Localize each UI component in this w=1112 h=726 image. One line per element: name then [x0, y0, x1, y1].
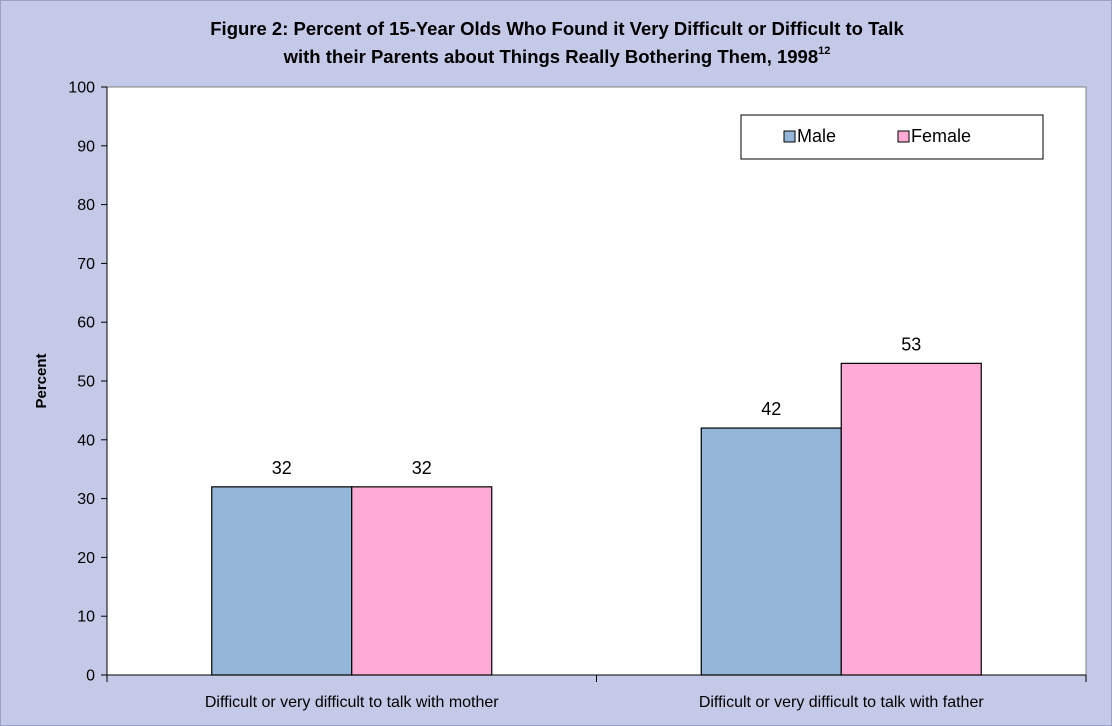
chart-title-line-2-text: with their Parents about Things Really B… — [283, 46, 819, 67]
y-tick-label: 70 — [77, 256, 95, 273]
bar-female-1 — [351, 486, 493, 676]
y-tick-label: 100 — [68, 80, 95, 97]
chart-title-footnote: 12 — [818, 45, 831, 57]
chart-title-line-1: Figure 2: Percent of 15-Year Olds Who Fo… — [210, 18, 904, 39]
y-tick-label: 20 — [77, 550, 95, 567]
y-tick-label: 80 — [77, 197, 95, 214]
legend-swatch-female — [897, 130, 910, 143]
chart-title: Figure 2: Percent of 15-Year Olds Who Fo… — [1, 15, 1112, 71]
y-tick-label: 0 — [86, 668, 95, 685]
data-label-female-1: 32 — [412, 458, 432, 478]
y-tick-label: 50 — [77, 374, 95, 391]
data-label-male-1: 32 — [272, 458, 292, 478]
legend-label-male: Male — [797, 126, 836, 146]
chart-title-line-2: with their Parents about Things Really B… — [1, 43, 1112, 71]
y-tick-label: 10 — [77, 609, 95, 626]
legend-swatch-male — [783, 130, 796, 143]
y-tick-label: 40 — [77, 432, 95, 449]
y-tick-label: 60 — [77, 315, 95, 332]
y-axis-label: Percent — [33, 353, 50, 408]
y-tick-label: 30 — [77, 491, 95, 508]
data-label-male-2: 42 — [761, 399, 781, 419]
bar-female-2 — [840, 362, 982, 676]
data-label-female-2: 53 — [901, 334, 921, 354]
x-category-label: Difficult or very difficult to talk with… — [699, 694, 985, 711]
y-tick-label: 90 — [77, 138, 95, 155]
bar-male-1 — [211, 486, 353, 676]
legend-label-female: Female — [911, 126, 971, 146]
x-category-label: Difficult or very difficult to talk with… — [205, 694, 499, 711]
bar-male-2 — [700, 427, 842, 676]
